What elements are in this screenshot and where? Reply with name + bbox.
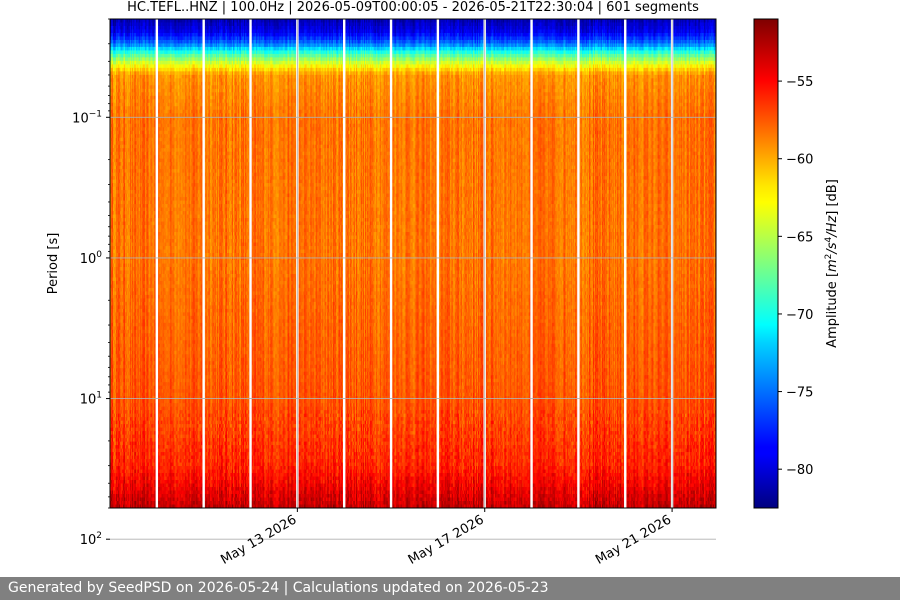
chart-title: HC.TEFL..HNZ | 100.0Hz | 2026-05-09T00:0… — [127, 0, 699, 15]
psd-spectrogram-figure: HC.TEFL..HNZ | 100.0Hz | 2026-05-09T00:0… — [0, 0, 900, 577]
spectrogram-heatmap — [110, 19, 717, 509]
